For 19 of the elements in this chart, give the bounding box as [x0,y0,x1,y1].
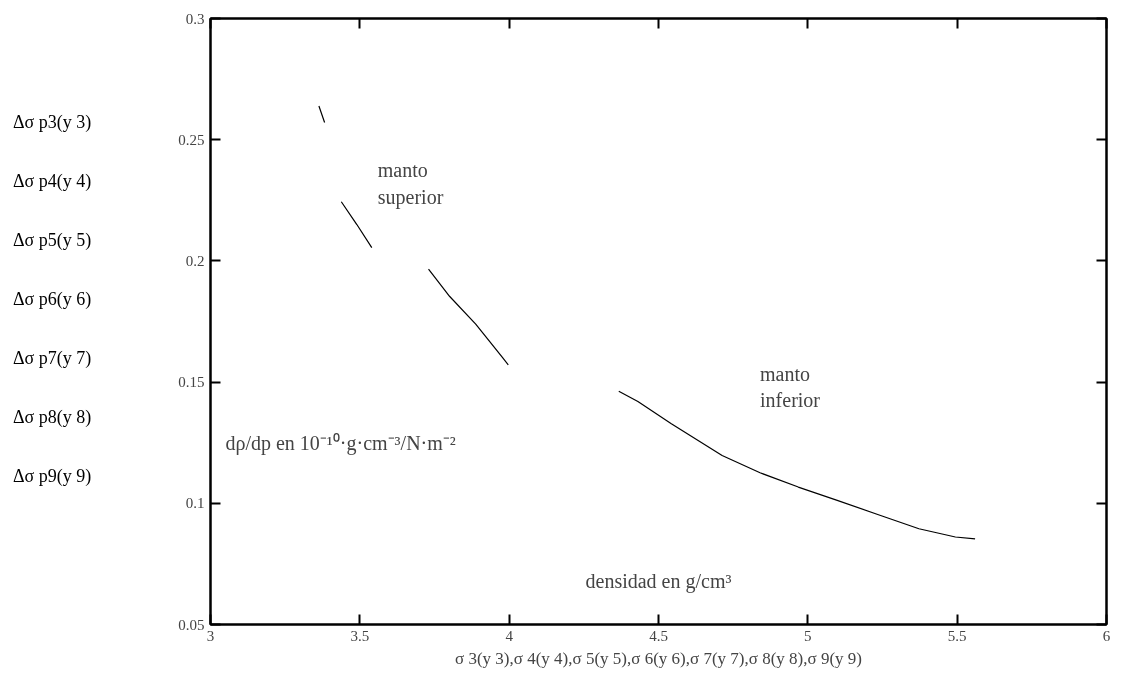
y-tick-label: 0.05 [178,616,205,633]
annotation: manto inferior [760,362,821,412]
y-tick-label: 0.15 [178,374,205,391]
x-tick-label: 4 [505,627,514,644]
x-tick-label: 3 [206,627,215,644]
annotation: manto superior [377,159,444,209]
y-tick-label: 0.25 [178,131,205,148]
x-axis-title: σ 3(y 3),σ 4(y 4),σ 5(y 5),σ 6(y 6),σ 7(y 7),σ 8(y 8),σ 9(y 9) [455,648,862,668]
x-tick-label: 4.5 [649,627,668,644]
y-tick-label: 0.2 [185,252,205,269]
x-tick-label: 6 [1102,627,1111,644]
text: Δσ p3(y 3) Δσ p4(y 4) Δσ p5(y 5) Δσ p6(y 6) Δσ p7(y 7) Δσ p8(y 8) Δσ p9(y 9) [13,112,92,486]
x-tick-label: 5.5 [947,627,967,644]
y-tick-label: 0.3 [185,10,205,27]
x-tick-label: 3.5 [350,627,370,644]
x-tick-label: 5 [804,627,812,644]
y-tick-label: 0.1 [185,495,205,512]
annotation: dρ/dp en 10⁻¹⁰·g·cm⁻³/N·m⁻² [225,431,456,455]
annotation: densidad en g/cm³ [585,569,732,593]
